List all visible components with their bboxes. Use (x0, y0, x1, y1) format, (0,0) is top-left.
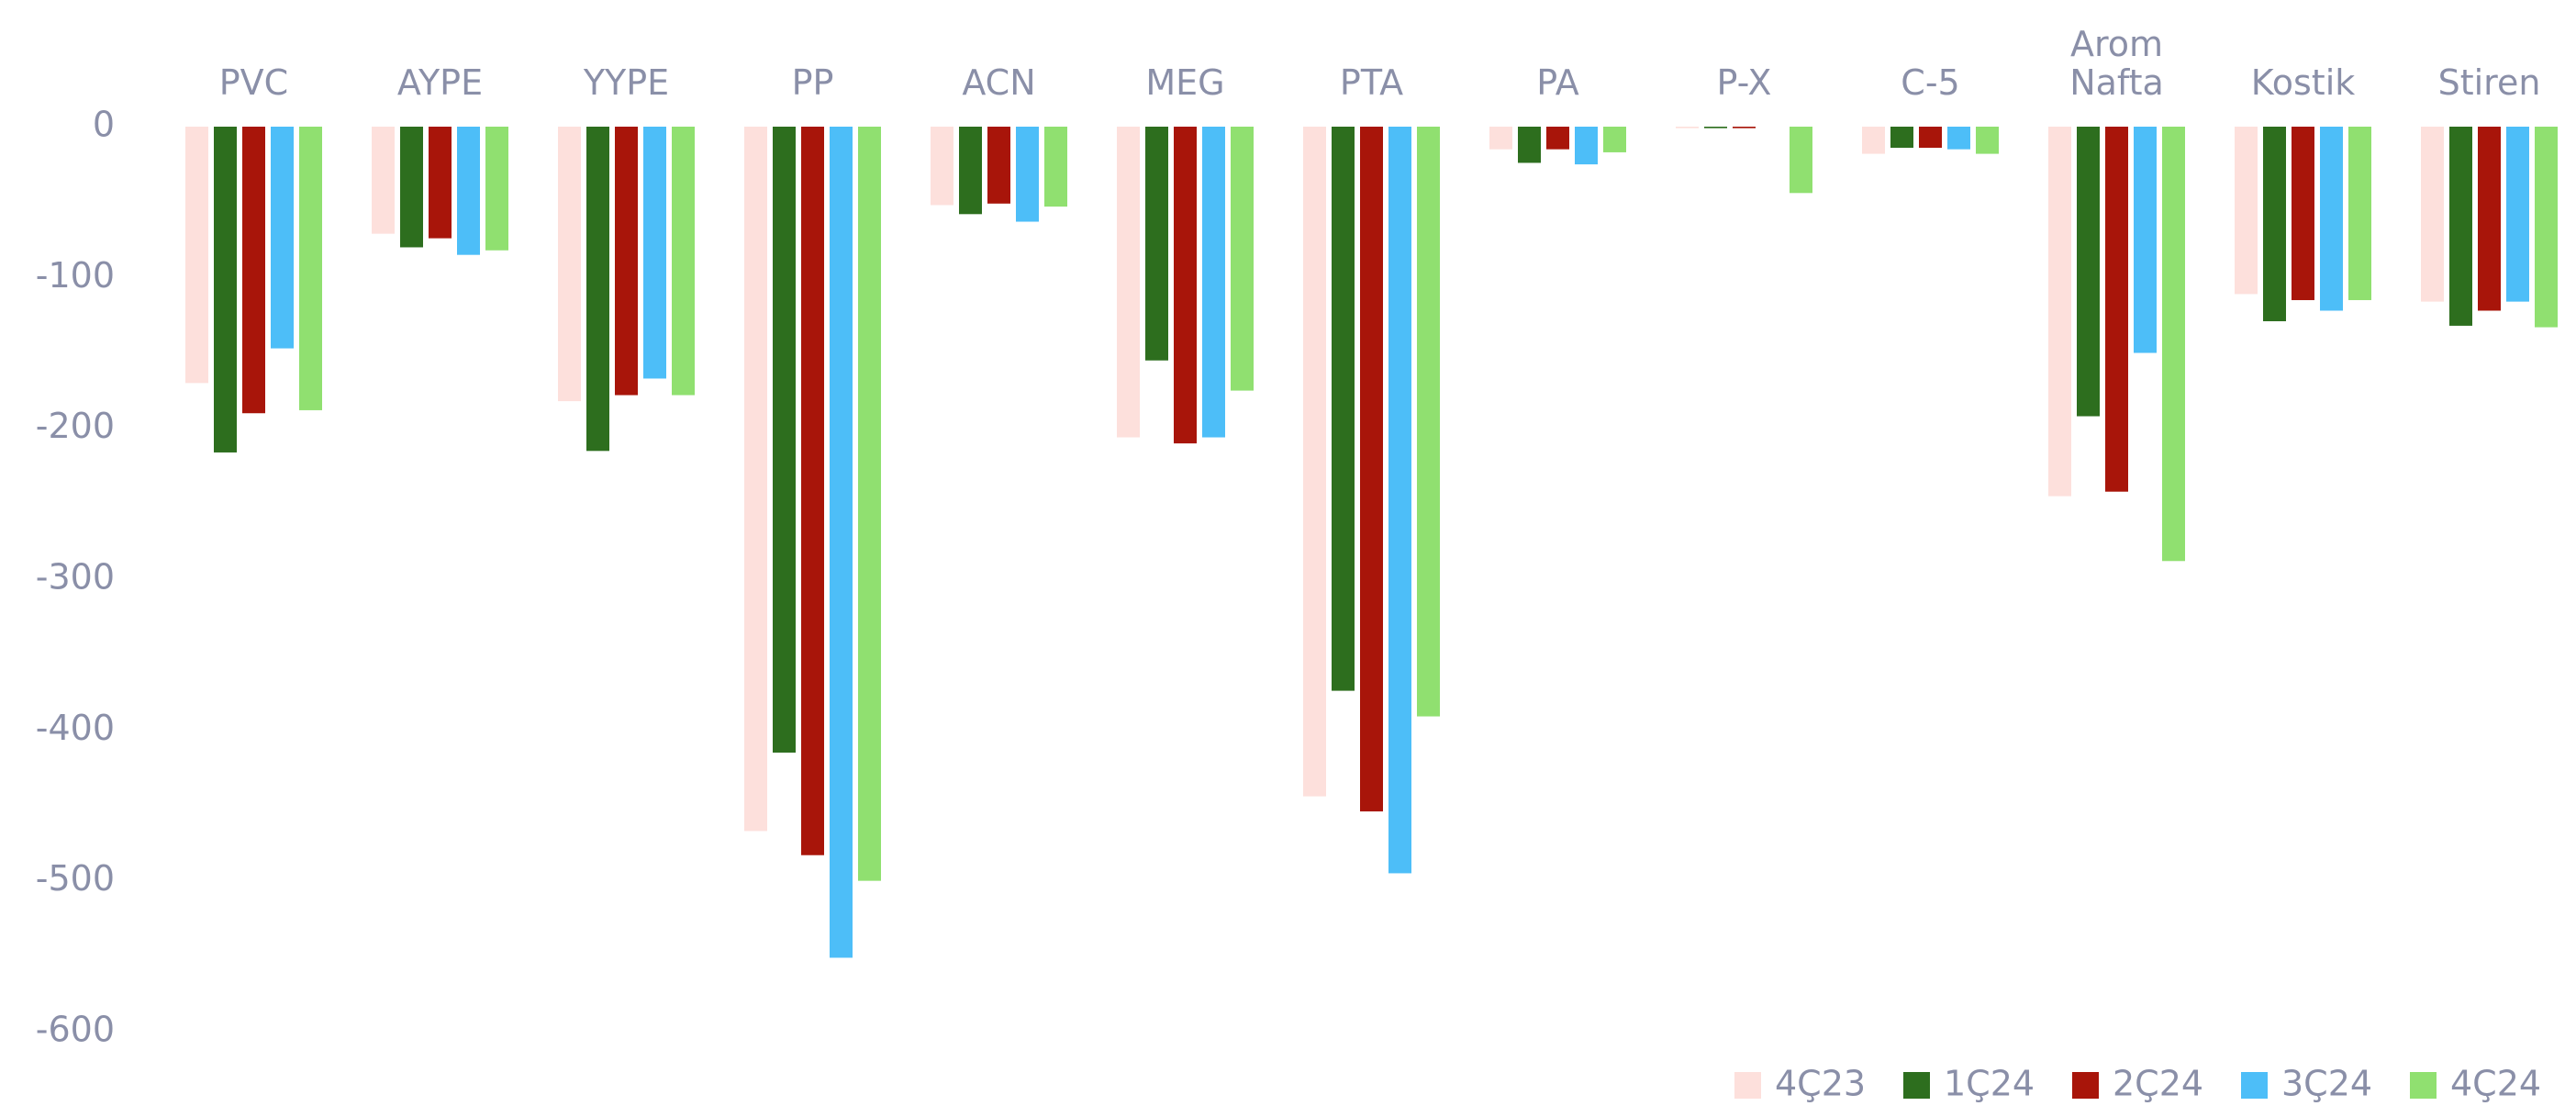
bar (2134, 127, 2157, 353)
bar (1790, 127, 1812, 194)
bar (2292, 127, 2314, 300)
bar (1145, 127, 1168, 361)
bar (2421, 127, 2444, 302)
bar (830, 127, 853, 958)
bar (1303, 127, 1326, 797)
bar (214, 127, 237, 452)
bar (1976, 127, 1999, 154)
bar (1231, 127, 1254, 391)
category-label: PA (1536, 62, 1579, 104)
bar (1890, 127, 1913, 149)
bar (1016, 127, 1039, 222)
category-label: PP (791, 62, 834, 104)
bar (1388, 127, 1411, 874)
bar (558, 127, 581, 402)
bar (987, 127, 1010, 204)
bar (299, 127, 322, 410)
bar (1332, 127, 1355, 691)
bar (586, 127, 609, 452)
y-tick-label: -300 (36, 557, 115, 598)
bar (931, 127, 953, 206)
bar (2162, 127, 2185, 562)
category-label: C-5 (1901, 62, 1960, 104)
bar (2105, 127, 2128, 492)
legend-label: 4Ç23 (1775, 1064, 1866, 1104)
legend-swatch (1903, 1072, 1930, 1099)
bar (1044, 127, 1067, 207)
category-label: P-X (1716, 62, 1772, 104)
bar (2235, 127, 2258, 295)
bar (801, 127, 824, 855)
bar (672, 127, 695, 396)
legend-swatch (2410, 1072, 2437, 1099)
bar (429, 127, 452, 239)
bar (2320, 127, 2343, 311)
legend-label: 4Ç24 (2450, 1064, 2541, 1104)
bar (1518, 127, 1541, 163)
y-tick-label: -200 (36, 406, 115, 446)
category-label: MEG (1145, 62, 1225, 104)
category-label: PVC (218, 62, 289, 104)
category-label: Kostik (2250, 62, 2356, 104)
bar (271, 127, 294, 349)
y-tick-label: -600 (36, 1010, 115, 1050)
bar (643, 127, 666, 379)
legend-swatch (2241, 1072, 2268, 1099)
bar (1919, 127, 1942, 149)
bar (1360, 127, 1383, 812)
legend-label: 1Ç24 (1944, 1064, 2035, 1104)
y-tick-label: 0 (93, 105, 115, 145)
legend-swatch (2072, 1072, 2099, 1099)
bar (185, 127, 208, 384)
legend-label: 3Ç24 (2281, 1064, 2372, 1104)
bar (959, 127, 982, 215)
bar (372, 127, 395, 234)
bar (2048, 127, 2071, 497)
bar (1546, 127, 1569, 150)
y-tick-label: -400 (36, 708, 115, 748)
bar (1417, 127, 1440, 717)
bar (2348, 127, 2371, 300)
bar (2263, 127, 2286, 321)
bar (1704, 127, 1727, 128)
bar (2077, 127, 2100, 417)
category-label: PTA (1339, 62, 1404, 104)
bar (2506, 127, 2529, 302)
bar (858, 127, 881, 881)
bar (400, 127, 423, 248)
category-label: ACN (962, 62, 1036, 104)
bar (1947, 127, 1970, 150)
bar (1862, 127, 1885, 154)
bar (485, 127, 508, 251)
bar (2535, 127, 2558, 328)
legend-label: 2Ç24 (2113, 1064, 2203, 1104)
bar (1174, 127, 1197, 444)
category-label: Arom Nafta (2069, 23, 2164, 104)
bar (457, 127, 480, 255)
legend-swatch (1734, 1072, 1761, 1099)
bar (1676, 127, 1699, 128)
y-tick-label: -500 (36, 858, 115, 899)
bar (615, 127, 638, 396)
bar (2449, 127, 2472, 326)
bar (1575, 127, 1598, 165)
bar (1603, 127, 1626, 152)
y-tick-label: -100 (36, 255, 115, 296)
category-label: Stiren (2437, 62, 2541, 104)
bar (1117, 127, 1140, 438)
bar (2478, 127, 2501, 311)
bar (744, 127, 767, 832)
category-label: AYPE (396, 62, 484, 104)
bar (1733, 127, 1756, 128)
bar (1489, 127, 1512, 150)
bar (242, 127, 265, 414)
bar (1202, 127, 1225, 438)
category-label: YYPE (583, 62, 670, 104)
bar (773, 127, 796, 753)
